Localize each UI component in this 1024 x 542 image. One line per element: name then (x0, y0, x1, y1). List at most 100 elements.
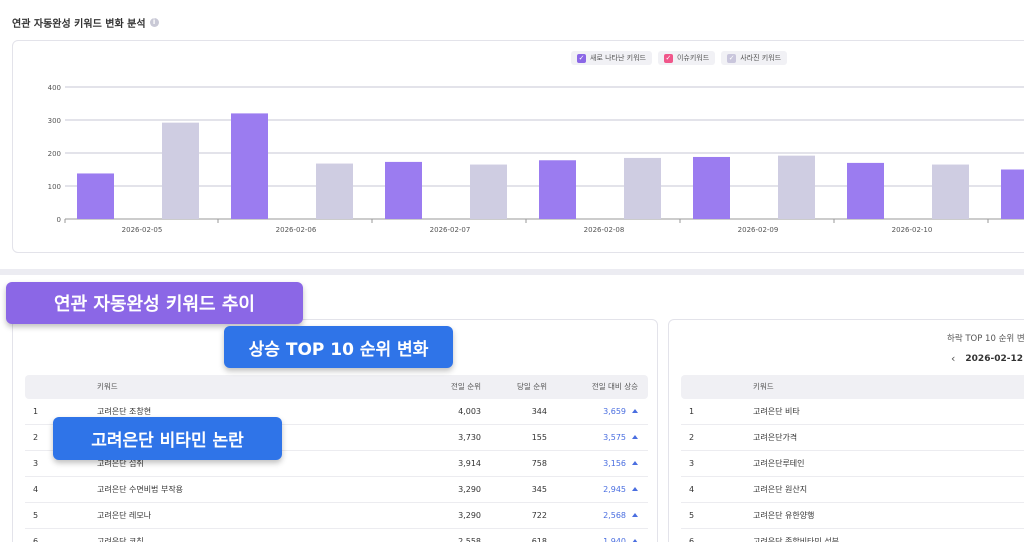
arrow-up-icon (632, 460, 638, 465)
legend-item-new[interactable]: ✓ 새로 나타난 키워드 (571, 51, 652, 65)
bar-new-keywords[interactable] (385, 161, 422, 219)
fall-table-body: 1 고려은단 비타 2 고려은단가격 3 고려은단루테인 4 고려은단 원산지 5 고려은단 유한… (681, 399, 1024, 542)
bar-new-keywords[interactable] (847, 162, 884, 219)
change-value: 3,575 (603, 433, 626, 442)
keyword-cell[interactable]: 고려은단가격 (753, 433, 798, 442)
keyword-cell[interactable]: 고려은단루테인 (753, 459, 805, 468)
rise-table-body: 1 고려은단 조창현 4,003 344 3,659 2 3,730 155 3,575 3 고려은… (25, 399, 648, 542)
check-icon: ✓ (727, 53, 737, 63)
rank-cell: 4 (689, 485, 695, 494)
bar-new-keywords[interactable] (77, 173, 114, 219)
change-value: 3,156 (603, 459, 626, 468)
keyword-cell[interactable]: 고려은단 비타 (753, 407, 800, 416)
prev-rank-cell: 4,003 (458, 407, 481, 416)
x-tick-label: 2026-02-08 (584, 226, 625, 234)
x-tick-label: 2026-02-07 (430, 226, 471, 234)
keyword-cell[interactable]: 고려은단 종합비타민 성분 (753, 537, 840, 542)
table-row[interactable]: 2 3,730 155 3,575 (25, 425, 648, 451)
table-row[interactable]: 2 고려은단가격 (681, 425, 1024, 451)
change-value: 1,940 (603, 537, 626, 542)
callout-keyword-trend: 연관 자동완성 키워드 추이 (6, 282, 303, 324)
header-today-rank[interactable]: 당일 순위 (517, 382, 547, 391)
change-cell: 3,156 (603, 451, 638, 477)
table-row[interactable]: 3 고려은단 섭취 3,914 758 3,156 (25, 451, 648, 477)
rank-cell: 5 (33, 511, 39, 520)
legend-item-issue[interactable]: ✓ 이슈키워드 (657, 51, 716, 65)
bar-disappeared-keywords[interactable] (470, 164, 507, 219)
bar-disappeared-keywords[interactable] (624, 157, 661, 219)
arrow-up-icon (632, 434, 638, 439)
bar-new-keywords[interactable] (231, 113, 268, 219)
callout-keyword-issue: 고려은단 비타민 논란 (53, 417, 282, 460)
x-tick-label: 2026-02-09 (738, 226, 779, 234)
arrow-up-icon (632, 486, 638, 491)
prev-rank-cell: 3,914 (458, 459, 481, 468)
change-cell: 3,659 (603, 399, 638, 425)
keyword-cell[interactable]: 고려은단 코칭 (97, 537, 144, 542)
today-rank-cell: 344 (531, 407, 547, 416)
y-tick-label: 200 (48, 150, 61, 158)
table-row[interactable]: 1 고려은단 비타 (681, 399, 1024, 425)
header-keyword: 키워드 (97, 382, 118, 391)
date-navigator: ‹ 2026-02-12 (951, 352, 1023, 365)
arrow-up-icon (632, 538, 638, 542)
today-rank-cell: 345 (531, 485, 547, 494)
y-tick-label: 400 (48, 84, 61, 92)
info-icon[interactable]: i (149, 18, 159, 27)
keyword-cell[interactable]: 고려은단 유한양행 (753, 511, 815, 520)
header-keyword: 키워드 (753, 382, 774, 391)
today-rank-cell: 722 (531, 511, 547, 520)
table-header: 키워드 전일 순위 당일 순위 전일 대비 상승 (25, 375, 648, 399)
legend-item-disappeared[interactable]: ✓ 사라진 키워드 (721, 51, 788, 65)
fall-table-card: 하락 TOP 10 순위 변 ‹ 2026-02-12 키워드 1 고려은단 비타… (668, 319, 1024, 542)
bar-disappeared-keywords[interactable] (932, 164, 969, 219)
table-row[interactable]: 3 고려은단루테인 (681, 451, 1024, 477)
bar-disappeared-keywords[interactable] (316, 163, 353, 219)
rank-cell: 6 (689, 537, 695, 542)
section-title: 연관 자동완성 키워드 변화 분석 i (12, 15, 159, 30)
x-tick-label: 2026-02-10 (892, 226, 933, 234)
change-value: 3,659 (603, 407, 626, 416)
header-prev-rank[interactable]: 전일 순위 (451, 382, 481, 391)
table-row[interactable]: 4 고려은단 수면비법 부작용 3,290 345 2,945 (25, 477, 648, 503)
rank-cell: 5 (689, 511, 695, 520)
bar-disappeared-keywords[interactable] (778, 155, 815, 219)
legend-label: 이슈키워드 (676, 54, 710, 62)
table-row[interactable]: 1 고려은단 조창현 4,003 344 3,659 (25, 399, 648, 425)
rank-cell: 4 (33, 485, 39, 494)
keyword-cell[interactable]: 고려은단 레모나 (97, 511, 152, 520)
bar-disappeared-keywords[interactable] (162, 122, 199, 219)
prev-rank-cell: 2,558 (458, 537, 481, 542)
bar-new-keywords[interactable] (693, 156, 730, 219)
rank-cell: 1 (33, 407, 39, 416)
table-row[interactable]: 6 고려은단 코칭 2,558 618 1,940 (25, 529, 648, 542)
table-row[interactable]: 5 고려은단 레모나 3,290 722 2,568 (25, 503, 648, 529)
rank-cell: 2 (33, 433, 39, 442)
section-divider (0, 269, 1024, 275)
table-row[interactable]: 5 고려은단 유한양행 (681, 503, 1024, 529)
y-tick-label: 100 (48, 183, 61, 191)
keyword-cell[interactable]: 고려은단 원산지 (753, 485, 808, 494)
change-cell: 2,568 (603, 503, 638, 529)
today-rank-cell: 618 (531, 537, 547, 542)
keyword-cell[interactable]: 고려은단 섭취 (97, 459, 144, 468)
check-icon: ✓ (577, 53, 586, 63)
y-tick-label: 0 (57, 216, 61, 224)
keyword-cell[interactable]: 고려은단 수면비법 부작용 (97, 485, 184, 494)
rank-cell: 2 (689, 433, 695, 442)
change-cell: 3,575 (603, 425, 638, 451)
chart-legend: ✓ 새로 나타난 키워드 ✓ 이슈키워드 ✓ 사라진 키워드 (571, 51, 788, 65)
bar-new-keywords[interactable] (539, 160, 576, 219)
table-row[interactable]: 4 고려은단 원산지 (681, 477, 1024, 503)
keyword-cell[interactable]: 고려은단 조창현 (97, 407, 152, 416)
header-change[interactable]: 전일 대비 상승 (591, 382, 638, 391)
bar-new-keywords[interactable] (1001, 169, 1024, 220)
rank-cell: 6 (33, 537, 39, 542)
legend-label: 새로 나타난 키워드 (590, 54, 646, 62)
callout-rise-top10: 상승 TOP 10 순위 변화 (224, 326, 453, 368)
chevron-left-icon[interactable]: ‹ (951, 352, 956, 365)
y-tick-label: 300 (48, 117, 61, 125)
section-title-text: 연관 자동완성 키워드 변화 분석 (12, 19, 146, 30)
table-row[interactable]: 6 고려은단 종합비타민 성분 (681, 529, 1024, 542)
legend-label: 사라진 키워드 (740, 54, 782, 62)
